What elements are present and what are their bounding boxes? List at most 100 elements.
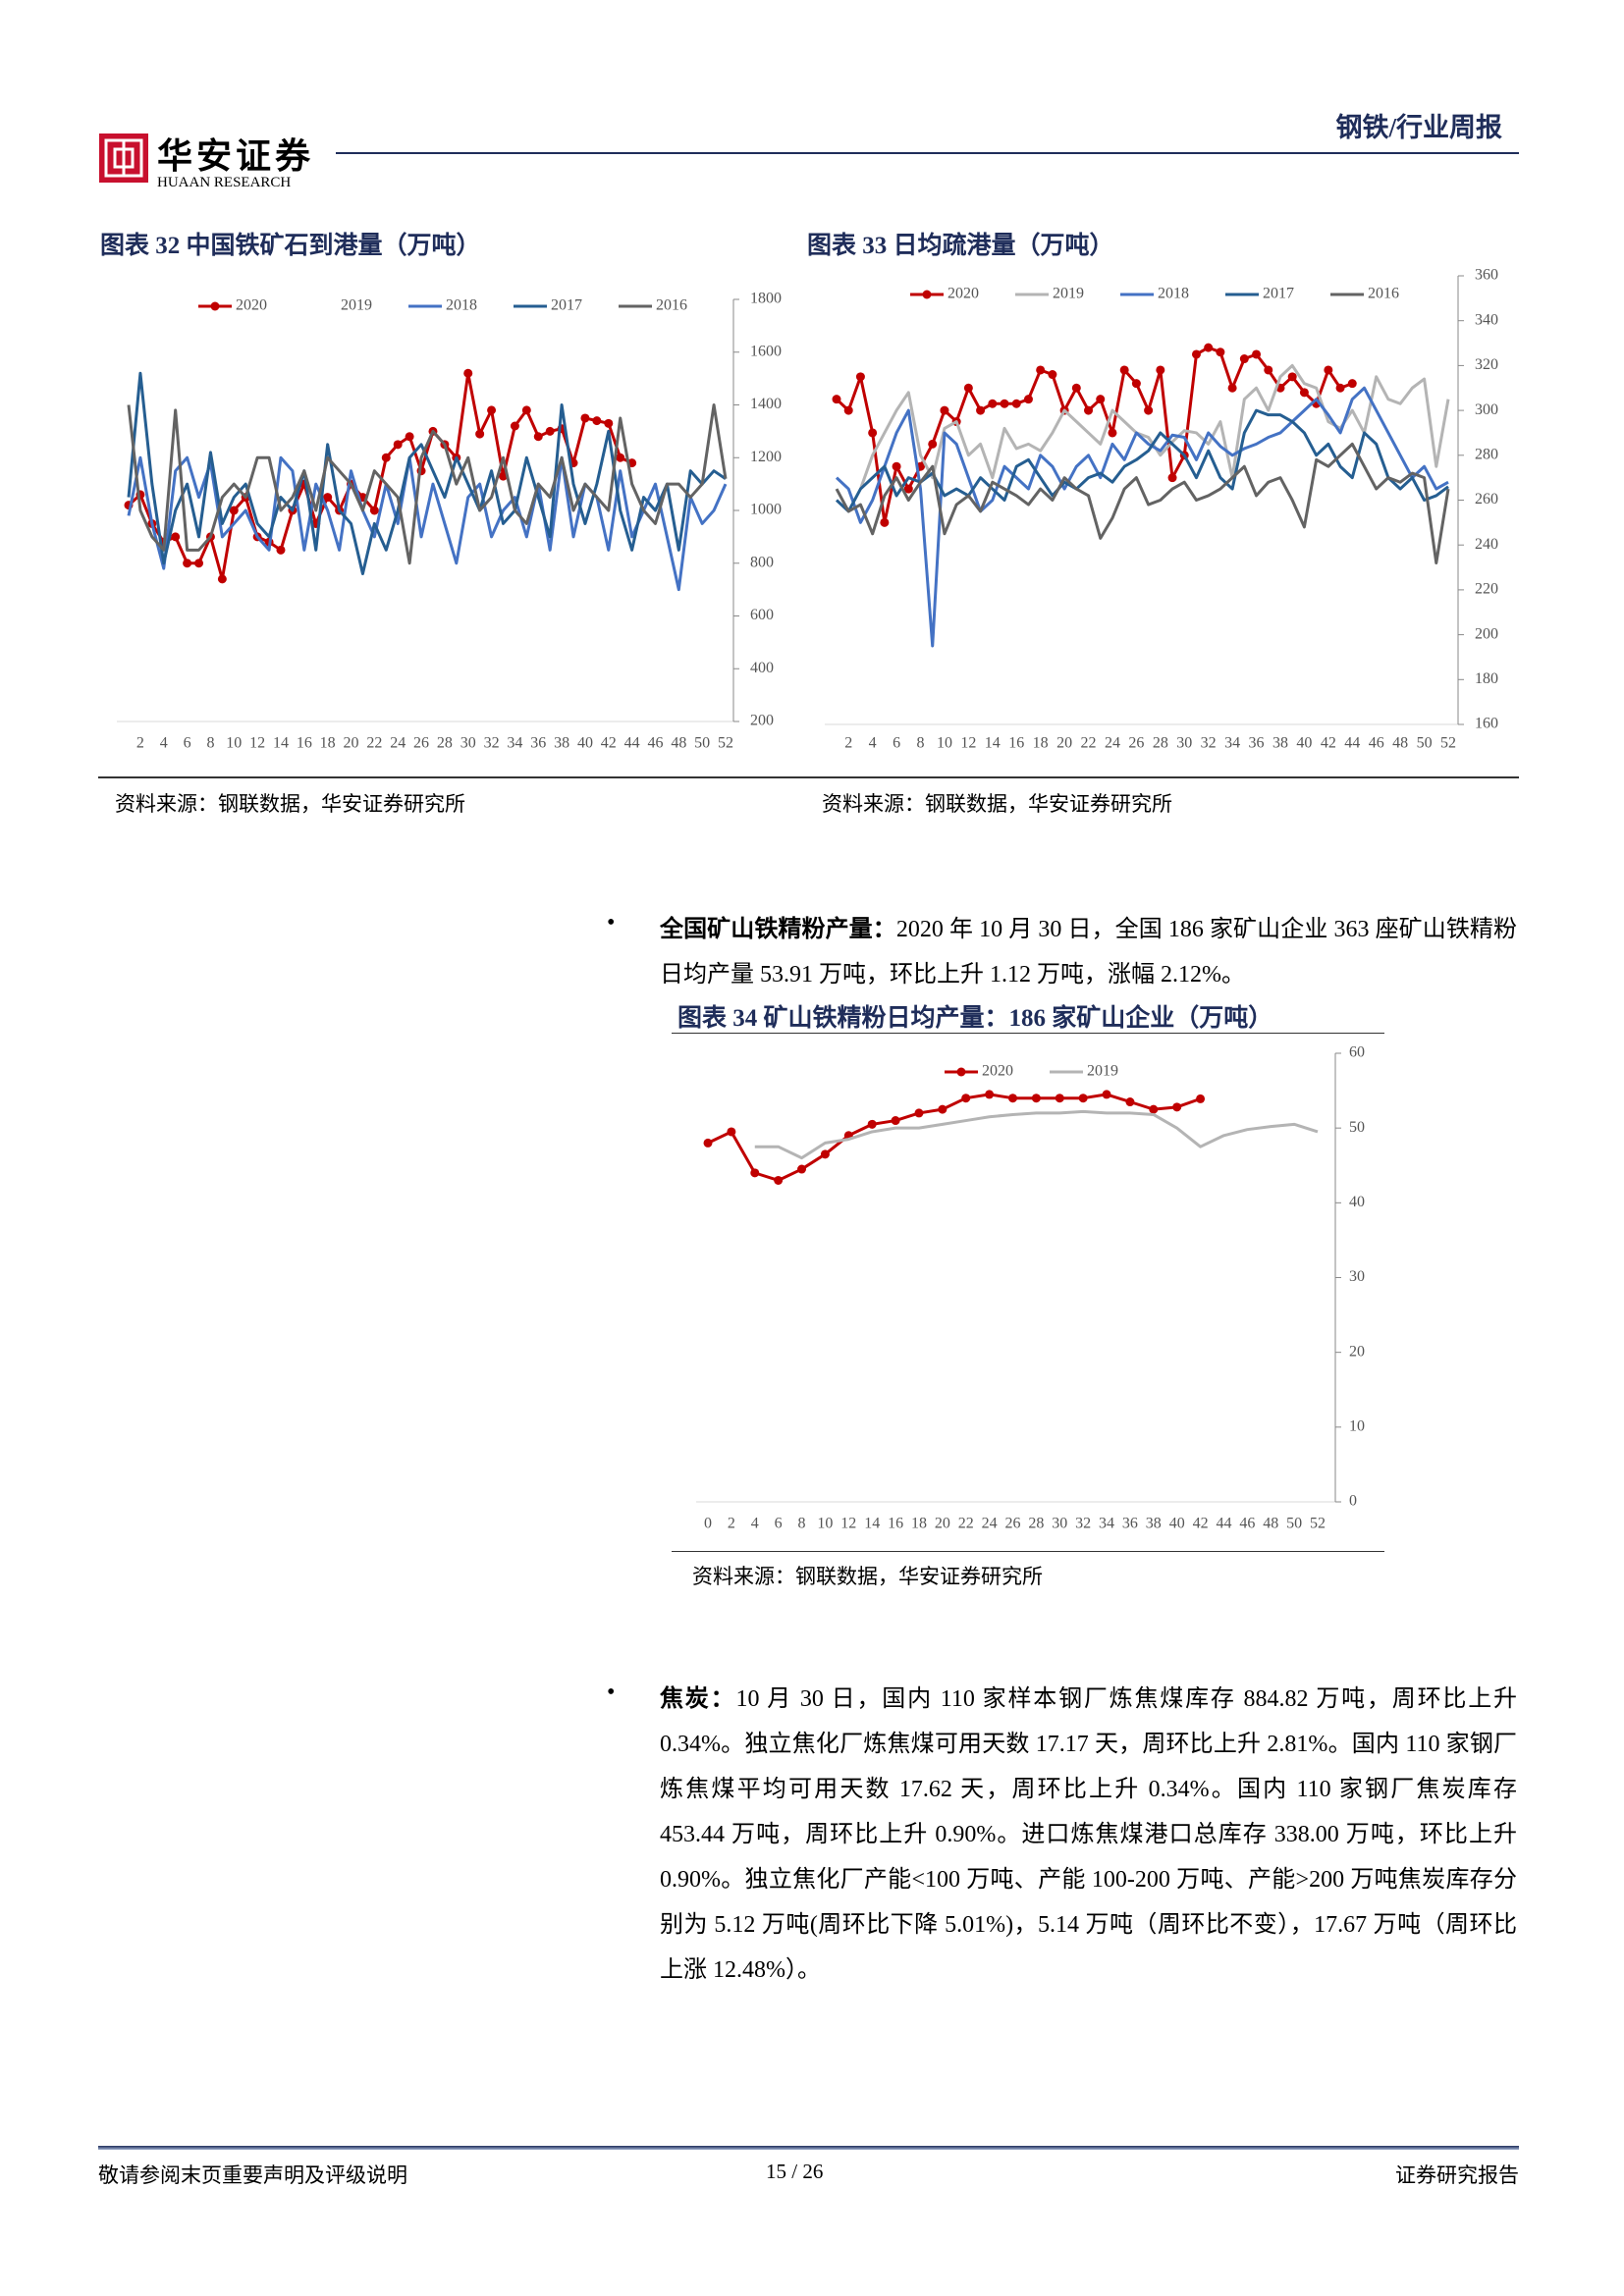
point — [985, 1090, 995, 1099]
x-tick-label: 4 — [160, 735, 168, 752]
point — [1011, 399, 1021, 408]
point — [171, 532, 181, 542]
point — [1167, 473, 1177, 483]
x-tick-label: 4 — [869, 735, 877, 752]
x-tick-label: 34 — [1224, 735, 1240, 752]
series-line — [754, 1109, 1319, 1160]
paragraph-label: 焦炭： — [660, 1686, 736, 1712]
x-tick-label: 24 — [1105, 735, 1120, 752]
point — [928, 439, 938, 449]
x-tick-label: 22 — [958, 1516, 974, 1532]
y-tick-label: 220 — [1475, 581, 1498, 598]
point — [1216, 347, 1225, 357]
legend-label: 2017 — [1263, 286, 1294, 302]
bullet: • — [607, 1680, 616, 1705]
x-tick-label: 6 — [775, 1516, 783, 1532]
x-tick-label: 2 — [136, 735, 144, 752]
legend-marker — [956, 1067, 966, 1077]
x-tick-label: 16 — [1008, 735, 1024, 752]
x-tick-label: 42 — [601, 735, 617, 752]
legend-label: 2019 — [341, 297, 372, 314]
point — [1071, 383, 1081, 393]
rule — [98, 776, 1519, 778]
x-tick-label: 40 — [1169, 1516, 1185, 1532]
y-tick-label: 160 — [1475, 716, 1498, 732]
point — [867, 1119, 877, 1129]
footer-left: 敬请参阅末页重要声明及评级说明 — [98, 2163, 407, 2187]
point — [183, 559, 192, 568]
x-tick-label: 8 — [206, 735, 214, 752]
point — [868, 428, 878, 438]
point — [229, 506, 239, 515]
x-tick-label: 22 — [1081, 735, 1097, 752]
point — [1102, 1090, 1111, 1099]
x-tick-label: 20 — [1056, 735, 1072, 752]
x-tick-label: 12 — [960, 735, 976, 752]
chart-source: 资料来源：钢联数据，华安证券研究所 — [692, 1565, 1043, 1588]
x-tick-label: 24 — [982, 1516, 998, 1532]
point — [1252, 349, 1262, 359]
point — [750, 1168, 760, 1178]
y-tick-label: 60 — [1349, 1044, 1365, 1061]
chart-title: 图表 33 日均疏港量（万吨） — [807, 233, 1114, 259]
y-tick-label: 50 — [1349, 1119, 1365, 1136]
series-line — [835, 442, 1450, 564]
point — [892, 461, 901, 471]
point — [1196, 1094, 1206, 1103]
x-tick-label: 52 — [718, 735, 733, 752]
point — [580, 413, 590, 423]
legend-label: 2018 — [446, 297, 477, 314]
footer-right: 证券研究报告 — [1395, 2163, 1519, 2187]
x-tick-label: 50 — [1417, 735, 1433, 752]
x-tick-label: 32 — [484, 735, 500, 752]
y-tick-label: 10 — [1349, 1418, 1365, 1435]
x-tick-label: 22 — [366, 735, 382, 752]
point — [1023, 395, 1033, 404]
x-tick-label: 38 — [554, 735, 569, 752]
point — [1227, 383, 1237, 393]
point — [1048, 370, 1057, 380]
legend-label: 2016 — [1368, 286, 1399, 302]
y-tick-label: 1400 — [750, 396, 782, 412]
legend-marker — [210, 301, 220, 311]
legend-label: 2018 — [1158, 286, 1189, 302]
brand-en: HUAAN RESEARCH — [157, 175, 292, 190]
point — [1125, 1097, 1135, 1107]
point — [820, 1149, 830, 1159]
series-line — [127, 371, 727, 575]
point — [855, 372, 865, 382]
chart-source: 资料来源：钢联数据，华安证券研究所 — [822, 792, 1172, 816]
legend-label: 2017 — [551, 297, 582, 314]
point — [217, 574, 227, 584]
x-tick-label: 46 — [1369, 735, 1384, 752]
x-tick-label: 12 — [840, 1516, 856, 1532]
paragraph: 全国矿山铁精粉产量：2020 年 10 月 30 日，全国 186 家矿山企业 … — [660, 907, 1517, 997]
point — [1131, 379, 1141, 389]
chart-source: 资料来源：钢联数据，华安证券研究所 — [115, 792, 465, 816]
x-tick-label: 48 — [1263, 1516, 1278, 1532]
point — [393, 440, 403, 450]
x-tick-label: 30 — [460, 735, 476, 752]
x-tick-label: 30 — [1176, 735, 1192, 752]
x-tick-label: 36 — [1122, 1516, 1138, 1532]
point — [1204, 343, 1214, 352]
x-tick-label: 6 — [184, 735, 191, 752]
point — [988, 399, 998, 408]
point — [1000, 399, 1009, 408]
x-tick-label: 46 — [647, 735, 663, 752]
point — [1347, 379, 1357, 389]
x-tick-label: 18 — [911, 1516, 927, 1532]
point — [961, 1094, 971, 1103]
legend-label: 2019 — [1087, 1063, 1118, 1080]
point — [727, 1127, 736, 1137]
point — [903, 484, 913, 494]
point — [832, 395, 841, 404]
x-tick-label: 50 — [694, 735, 710, 752]
point — [1096, 395, 1106, 404]
legend-label: 2020 — [947, 286, 979, 302]
y-tick-label: 400 — [750, 660, 774, 676]
point — [1335, 383, 1345, 393]
paragraph-text: 2020 年 10 月 30 日，全国 186 家矿山企业 363 座矿山铁精粉… — [660, 917, 1518, 988]
